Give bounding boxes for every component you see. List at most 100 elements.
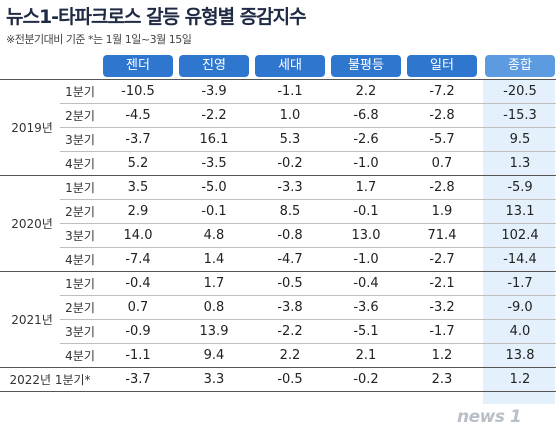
value-cell: -0.2	[353, 372, 379, 387]
value-cell: 9.5	[509, 132, 531, 147]
value-cell: -9.0	[507, 300, 533, 315]
row-divider	[60, 151, 556, 152]
value-cell: -2.8	[429, 108, 455, 123]
quarter-label: 4분기	[65, 157, 95, 171]
value-cell: -5.9	[507, 180, 533, 195]
value-cell: -1.0	[353, 156, 379, 171]
value-cell: 4.8	[203, 228, 225, 243]
value-cell: 9.4	[203, 348, 225, 363]
value-cell: -0.5	[277, 276, 303, 291]
year-label: 2019년	[11, 121, 53, 135]
table-row: 4분기 5.2 -3.5 -0.2 -1.0 0.7 1.3	[0, 152, 556, 176]
value-cell: 4.0	[509, 324, 531, 339]
table-row: 4분기 -7.4 1.4 -4.7 -1.0 -2.7 -14.4	[0, 248, 556, 272]
value-cell: -5.0	[201, 180, 227, 195]
table-row: 1분기 -0.4 1.7 -0.5 -0.4 -2.1 -1.7	[0, 272, 556, 296]
value-cell: -3.7	[125, 132, 151, 147]
value-cell: -3.2	[429, 300, 455, 315]
value-cell: -1.1	[277, 84, 303, 99]
table-row: 2022년 1분기* -3.7 3.3 -0.5 -0.2 2.3 1.2	[0, 368, 556, 392]
value-cell: -0.1	[201, 204, 227, 219]
quarter-label: 1분기	[65, 85, 95, 99]
value-cell: -20.5	[503, 84, 537, 99]
value-cell: -0.4	[125, 276, 151, 291]
column-header: 일터	[407, 55, 477, 77]
value-cell: 1.2	[431, 348, 453, 363]
value-cell: -4.7	[277, 252, 303, 267]
table-row: 3분기 14.0 4.8 -0.8 13.0 71.4 102.4	[0, 224, 556, 248]
quarter-label: 4분기	[65, 253, 95, 267]
row-divider	[60, 319, 556, 320]
quarter-label: 2분기	[65, 205, 95, 219]
row-divider	[60, 343, 556, 344]
table-row: 2분기 0.7 0.8 -3.8 -3.6 -3.2 -9.0	[0, 296, 556, 320]
page-title: 뉴스1-타파크로스 갈등 유형별 증감지수	[6, 6, 307, 28]
value-cell: -1.0	[353, 252, 379, 267]
value-cell: 1.0	[279, 108, 301, 123]
value-cell: -2.7	[429, 252, 455, 267]
value-cell: -0.8	[277, 228, 303, 243]
value-cell: 14.0	[123, 228, 153, 243]
value-cell: 2.2	[355, 84, 377, 99]
value-cell: 71.4	[427, 228, 457, 243]
value-cell: -0.5	[277, 372, 303, 387]
value-cell: -3.6	[353, 300, 379, 315]
value-cell: -3.3	[277, 180, 303, 195]
table-row: 3분기 -3.7 16.1 5.3 -2.6 -5.7 9.5	[0, 128, 556, 152]
value-cell: -15.3	[503, 108, 537, 123]
value-cell: -0.2	[277, 156, 303, 171]
value-cell: 0.8	[203, 300, 225, 315]
value-cell: 1.4	[203, 252, 225, 267]
value-cell: -3.7	[125, 372, 151, 387]
value-cell: -1.1	[125, 348, 151, 363]
value-cell: 1.9	[431, 204, 453, 219]
group-divider	[0, 391, 556, 392]
value-cell: 13.0	[351, 228, 381, 243]
value-cell: -1.7	[429, 324, 455, 339]
page-subtitle: ※전분기대비 기준 *는 1월 1일~3월 15일	[6, 33, 192, 46]
column-header: 진영	[179, 55, 249, 77]
value-cell: -3.8	[277, 300, 303, 315]
quarter-label: 3분기	[65, 229, 95, 243]
table-row: 1분기 -10.5 -3.9 -1.1 2.2 -7.2 -20.5	[0, 80, 556, 104]
quarter-label: 1분기	[65, 181, 95, 195]
quarter-label: 3분기	[65, 133, 95, 147]
quarter-label: 2분기	[65, 109, 95, 123]
row-divider	[60, 103, 556, 104]
value-cell: -3.9	[201, 84, 227, 99]
value-cell: 8.5	[279, 204, 301, 219]
value-cell: -10.5	[121, 84, 155, 99]
total-column-background	[483, 80, 555, 404]
value-cell: -14.4	[503, 252, 537, 267]
value-cell: 1.3	[509, 156, 531, 171]
group-divider	[0, 271, 556, 272]
value-cell: -2.8	[429, 180, 455, 195]
value-cell: -2.1	[429, 276, 455, 291]
row-divider	[60, 223, 556, 224]
value-cell: 13.1	[505, 204, 535, 219]
period-label: 2022년 1분기*	[9, 373, 91, 387]
quarter-label: 3분기	[65, 325, 95, 339]
column-header: 세대	[255, 55, 325, 77]
value-cell: 3.5	[127, 180, 149, 195]
row-divider	[60, 199, 556, 200]
table-row: 2분기 2.9 -0.1 8.5 -0.1 1.9 13.1	[0, 200, 556, 224]
value-cell: -3.5	[201, 156, 227, 171]
value-cell: -5.1	[353, 324, 379, 339]
table-row: 4분기 -1.1 9.4 2.2 2.1 1.2 13.8	[0, 344, 556, 368]
value-cell: 3.3	[203, 372, 225, 387]
value-cell: 5.3	[279, 132, 301, 147]
table-row: 2분기 -4.5 -2.2 1.0 -6.8 -2.8 -15.3	[0, 104, 556, 128]
column-header: 젠더	[103, 55, 173, 77]
value-cell: 1.7	[355, 180, 377, 195]
value-cell: -5.7	[429, 132, 455, 147]
quarter-label: 4분기	[65, 349, 95, 363]
value-cell: -4.5	[125, 108, 151, 123]
group-divider	[0, 79, 556, 80]
value-cell: -2.2	[277, 324, 303, 339]
value-cell: 102.4	[501, 228, 539, 243]
group-divider	[0, 367, 556, 368]
value-cell: 16.1	[199, 132, 229, 147]
value-cell: -0.4	[353, 276, 379, 291]
quarter-label: 1분기	[65, 277, 95, 291]
